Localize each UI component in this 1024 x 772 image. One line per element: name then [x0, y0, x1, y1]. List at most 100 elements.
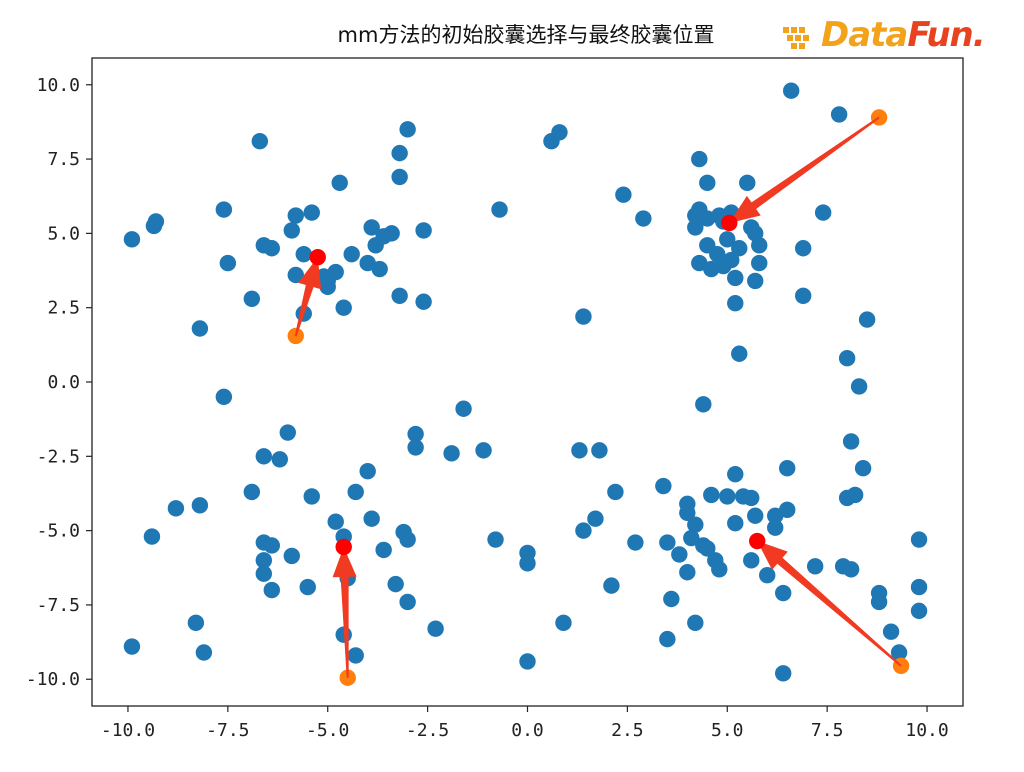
y-tick-label: 5.0 [47, 223, 80, 244]
data-point [251, 133, 269, 150]
y-tick-label: -7.5 [37, 595, 80, 616]
data-point [219, 254, 237, 272]
x-tick-label: 10.0 [905, 720, 948, 741]
data-point [910, 531, 928, 548]
data-point [407, 425, 424, 443]
data-point [687, 614, 704, 631]
data-point [727, 465, 744, 483]
data-point [779, 460, 796, 477]
data-point [123, 638, 141, 655]
data-point [167, 500, 185, 517]
x-tick-label: -10.0 [101, 720, 155, 741]
data-point [391, 287, 408, 304]
data-point [367, 237, 384, 254]
data-point [363, 219, 380, 236]
data-point [723, 251, 740, 269]
data-point [687, 516, 704, 533]
data-point [255, 565, 273, 582]
data-point [695, 396, 712, 413]
data-point [575, 308, 592, 325]
data-point [145, 217, 163, 235]
data-point [519, 653, 536, 670]
data-point [255, 448, 273, 465]
data-point [399, 531, 416, 548]
data-point [767, 507, 784, 524]
data-point [687, 219, 704, 236]
data-point [850, 378, 868, 395]
data-point [543, 133, 560, 150]
data-point [699, 540, 716, 557]
data-point [363, 510, 380, 527]
data-point [283, 222, 300, 239]
x-tick-label: 0.0 [511, 720, 544, 741]
y-axis: 10.0 7.5 5.0 2.5 0.0 -2.5 -5.0 -7.5 -10.0 [26, 75, 92, 690]
data-point [343, 245, 360, 263]
data-point [415, 293, 432, 310]
data-point [263, 537, 280, 554]
data-point [591, 442, 608, 459]
data-point [830, 106, 848, 123]
data-point [123, 231, 141, 248]
data-point [739, 174, 756, 192]
data-point [295, 245, 312, 263]
y-tick-label: 7.5 [47, 149, 80, 170]
data-point [627, 534, 644, 551]
data-point [283, 547, 300, 565]
data-point [711, 561, 728, 578]
logo-text-fun: Fun. [907, 15, 985, 55]
data-point [391, 144, 408, 162]
data-point [555, 614, 572, 631]
data-point [271, 451, 288, 468]
data-point [519, 555, 536, 572]
data-point [571, 442, 588, 459]
data-point [775, 665, 792, 682]
data-point [195, 644, 213, 661]
x-tick-label: -7.5 [206, 720, 249, 741]
data-point [731, 345, 748, 362]
data-point [399, 121, 416, 138]
chart-title: mm方法的初始胶囊选择与最终胶囊位置 [338, 23, 715, 47]
data-point [782, 82, 800, 99]
data-point [659, 534, 676, 551]
data-point [303, 204, 320, 221]
data-point [663, 590, 680, 608]
x-tick-label: 7.5 [811, 720, 844, 741]
x-axis: -10.0 -7.5 -5.0 -2.5 0.0 2.5 5.0 7.5 10.0 [101, 706, 949, 741]
initial-capsule-point [339, 669, 356, 686]
data-point [255, 552, 273, 569]
data-point [751, 254, 768, 272]
data-point [335, 626, 352, 643]
data-point [870, 593, 888, 611]
data-point [287, 266, 304, 284]
data-point [455, 400, 472, 417]
x-tick-label: 5.0 [711, 720, 744, 741]
y-tick-label: -2.5 [37, 446, 80, 467]
data-point [719, 231, 736, 248]
data-point [347, 647, 364, 664]
final-capsule-point [309, 248, 326, 266]
data-point [475, 442, 492, 459]
final-capsule-point [335, 538, 352, 556]
final-capsule-point [721, 214, 738, 232]
plot-area [123, 82, 928, 686]
data-point [806, 558, 824, 575]
data-point [187, 614, 205, 631]
data-point [842, 561, 860, 578]
data-point [587, 510, 604, 527]
data-point [890, 644, 908, 661]
data-point [575, 522, 592, 539]
data-point [731, 240, 748, 257]
data-point [759, 567, 776, 584]
data-point [659, 630, 676, 648]
data-point [143, 528, 161, 545]
data-point [747, 507, 764, 524]
data-point [603, 577, 620, 594]
data-point [699, 174, 716, 192]
data-point [387, 575, 404, 593]
data-point [263, 240, 280, 257]
y-tick-label: 10.0 [37, 75, 80, 96]
data-point [299, 578, 316, 596]
data-point [635, 210, 652, 227]
data-point [882, 623, 900, 640]
